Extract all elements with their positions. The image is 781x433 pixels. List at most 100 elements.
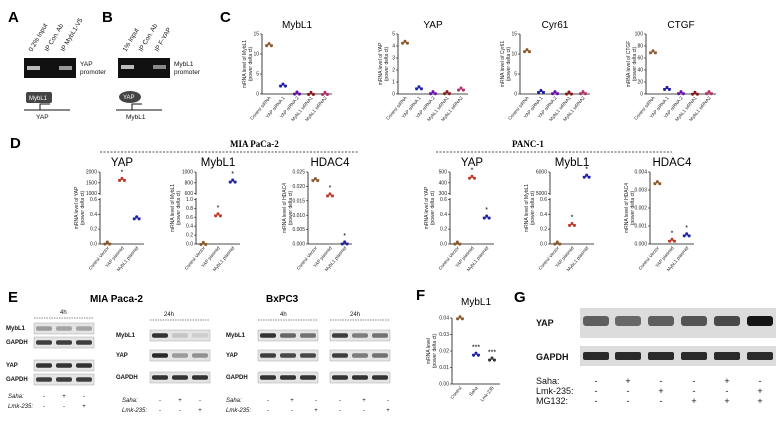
y-axis-label: mRNA level of MybL1(power delta ct): [524, 184, 536, 232]
data-point: [340, 242, 344, 246]
blot-band: [152, 353, 168, 358]
y-tick-label: 0.6: [540, 197, 547, 203]
y-tick-label: 0.025: [292, 170, 305, 176]
cond-value-g: +: [757, 386, 762, 396]
y-tick-label: 5: [514, 72, 517, 78]
data-point: [103, 242, 107, 246]
significance-mark: *: [343, 233, 346, 240]
x-category-label: Lmk-235: [479, 385, 495, 402]
blot-band: [76, 340, 92, 345]
blot-panel-e: MybL1 GAPDH YAP GAPDH MybL1 YAP GAPDH MybL1 YAP G…: [6, 317, 390, 414]
x-category-label: Saha: [468, 385, 479, 397]
data-point: [216, 212, 220, 216]
y-tick-label: 0.002: [634, 206, 647, 212]
cond-value-g: +: [757, 396, 762, 406]
cond-value-g: +: [625, 376, 630, 386]
data-point: [108, 242, 112, 246]
y-tick-label: 15: [253, 32, 259, 38]
data-point: [132, 217, 136, 221]
data-point: [555, 92, 559, 96]
group-header-mia: MIA PaCa-2: [230, 139, 279, 149]
y-tick-label: 0.000: [634, 242, 647, 248]
chart-title: HDAC4: [311, 157, 351, 169]
y-tick-label: 1000: [86, 191, 97, 197]
chart-title: MybL1: [201, 157, 236, 169]
y-axis-label: mRNA level of YAP(power delta ct): [424, 186, 436, 229]
cond-value-g: -: [759, 376, 762, 386]
blot-band: [172, 375, 188, 380]
data-point: [567, 90, 571, 94]
cond-value-g: +: [658, 386, 663, 396]
cond-lmk-value: +: [198, 408, 202, 414]
data-point: [693, 90, 697, 94]
cond-label-g: MG132:: [536, 396, 568, 406]
data-point: [472, 353, 476, 357]
data-point: [403, 39, 407, 43]
data-point: [651, 49, 655, 53]
data-point: [105, 240, 109, 244]
blot-band: [332, 353, 348, 358]
data-point: [665, 85, 669, 89]
blot-band: [36, 326, 52, 331]
chart-title: MybL1: [461, 297, 491, 308]
data-point: [653, 51, 657, 55]
data-point: [553, 90, 557, 94]
cond-saha-value: +: [178, 398, 182, 404]
data-point: [474, 351, 478, 355]
blot-band: [56, 377, 72, 382]
data-point: [328, 192, 332, 196]
blot-band: [332, 333, 348, 338]
data-point: [667, 88, 671, 91]
y-tick-label: 5000: [536, 191, 547, 197]
y-tick-label: 0.010: [292, 213, 305, 219]
blot-row-label: YAP: [6, 363, 18, 369]
blot-band: [714, 316, 740, 326]
data-point: [458, 242, 462, 246]
cond-saha-value: +: [62, 394, 66, 400]
y-tick-label: 0.4: [440, 212, 447, 218]
data-point: [297, 92, 301, 96]
cond-lmk-value: -: [43, 404, 45, 410]
y-tick-label: 5: [256, 72, 259, 78]
data-point: [551, 92, 555, 96]
data-point: [453, 242, 457, 246]
blot-band: [36, 377, 52, 382]
y-axis-label: mRNA level of Cyr61(power delta ct): [500, 41, 512, 88]
cond-saha-value: -: [267, 398, 269, 404]
y-tick-label: 0.015: [292, 198, 305, 204]
data-point: [459, 86, 463, 90]
data-point: [695, 92, 699, 96]
data-point: [539, 88, 543, 92]
cond-value-g: -: [726, 386, 729, 396]
data-point: [433, 92, 437, 96]
blot-band: [56, 326, 72, 331]
data-point: [443, 92, 447, 96]
y-axis-label: mRNA level of CTGF(power delta ct): [626, 41, 638, 88]
gel-band-b-input: [121, 65, 134, 69]
y-tick-label: 0: [514, 92, 517, 98]
chart-title: HDAC4: [653, 157, 693, 169]
data-point: [582, 175, 586, 179]
blot-band: [280, 353, 296, 358]
schematic-box-label-a: MybL1: [29, 96, 48, 102]
data-point: [323, 90, 327, 94]
schematic-b: YAP MybL1: [116, 91, 162, 121]
data-point: [311, 179, 315, 183]
y-tick-label: 40: [637, 68, 643, 74]
data-point: [537, 91, 541, 94]
blot-band: [681, 316, 707, 326]
blot-row-label: YAP: [116, 353, 128, 359]
data-point: [468, 176, 472, 180]
data-point: [527, 50, 531, 54]
blot-band: [300, 375, 316, 380]
y-tick-label: 0: [256, 92, 259, 98]
data-point: [565, 92, 569, 96]
panel-label-e: E: [8, 289, 18, 306]
y-tick-label: 0.2: [186, 233, 193, 239]
group-header-panc: PANC-1: [512, 139, 544, 149]
y-tick-label: 1000: [182, 170, 193, 176]
y-tick-label: 0.0: [186, 242, 193, 248]
blot-strip: [149, 329, 211, 342]
chart-f-mybl1: MybL1 0.00 0.01 0.02 0.03 0.04 mRNA level(powe…: [426, 297, 500, 402]
